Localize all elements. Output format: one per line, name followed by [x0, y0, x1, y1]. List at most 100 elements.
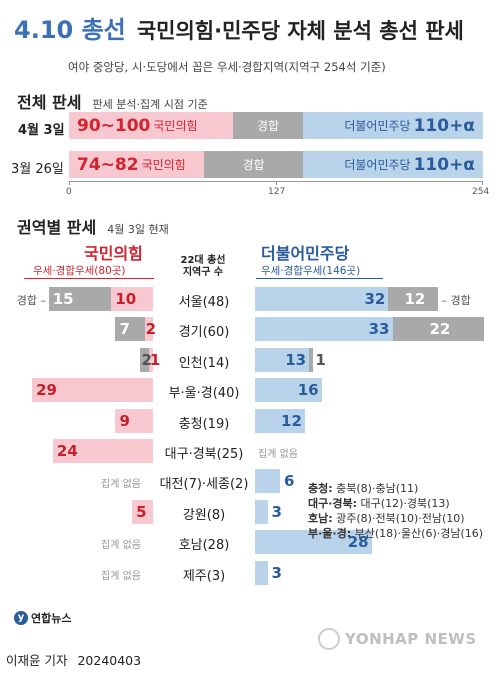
- dem-value: 32: [364, 290, 386, 308]
- dem-bar: [255, 499, 268, 524]
- overall-ppp-bar: 90~100 국민의힘: [69, 112, 233, 139]
- dem-value: 28: [347, 533, 369, 552]
- dem-bar: [255, 287, 389, 311]
- ppp-bar: [111, 287, 153, 311]
- logo-text: 연합뉴스: [31, 612, 72, 625]
- ppp-value: 24: [56, 442, 78, 460]
- right-party-name: 더불어민주당: [261, 244, 350, 263]
- dem-tossup-value: 1: [315, 350, 326, 369]
- axis-tick-label: 0: [66, 187, 72, 197]
- dem-tossup-bar: [392, 317, 485, 342]
- overall-ppp-bar: 74~82 국민의힘: [69, 151, 204, 178]
- left-party-underline: [24, 278, 154, 279]
- axis-tick-label: 127: [268, 187, 286, 197]
- center-header: 22대 총선 지역구 수: [168, 255, 238, 279]
- right-party-sub: 우세·경합우세(146곳): [261, 265, 361, 277]
- regional-subtitle: 4월 3일 현재: [107, 223, 169, 236]
- reporter: 이재윤 기자: [6, 653, 68, 668]
- logo-icon: y: [14, 611, 28, 625]
- region-label: 부·울·경(40): [168, 386, 240, 402]
- axis-tick-label: 254: [472, 187, 490, 197]
- subtitle: 여야 중앙당, 시·도당에서 꼽은 우세·경합지역(지역구 254석 기준): [68, 60, 386, 74]
- ppp-bar: [132, 499, 153, 524]
- ppp-tossup-bar: [140, 347, 149, 372]
- right-party-underline: [256, 278, 383, 279]
- note-item: 대구·경북: 대구(12)·경북(13): [308, 497, 450, 510]
- regional-title: 권역별 판세: [17, 218, 97, 237]
- overall-subtitle: 판세 분석·집계 시점 기준: [92, 98, 208, 111]
- ppp-value: 10: [115, 290, 137, 308]
- watermark: YONHAP NEWS: [318, 628, 477, 650]
- dem-tossup-bar: [388, 287, 439, 311]
- region-label: 강원(8): [182, 507, 226, 523]
- ppp-value: 5: [136, 502, 147, 521]
- left-party-sub: 우세·경합우세(80곳): [33, 265, 126, 277]
- yonhap-logo: y 연합뉴스: [14, 610, 71, 626]
- overall-header: 전체 판세 판세 분석·집계 시점 기준: [17, 89, 208, 113]
- region-notes: 충청: 충북(8)·충남(11) 대구·경북: 대구(12)·경북(13) 호남…: [308, 481, 483, 541]
- overall-tossup-bar: 경합: [204, 151, 303, 178]
- publish-date: 20240403: [77, 653, 142, 668]
- ppp-tossup-bar: [115, 317, 145, 342]
- dem-value: 33: [368, 320, 390, 339]
- ppp-bar: [115, 408, 153, 433]
- dem-label: 더불어민주당: [344, 158, 411, 172]
- note-item: 충청: 충북(8)·충남(11): [308, 482, 419, 495]
- nodata-label: 집계 없음: [101, 570, 141, 582]
- ppp-bar: [32, 378, 153, 403]
- dem-bar: [255, 347, 310, 372]
- region-label: 대전(7)·세종(2): [159, 477, 249, 493]
- ppp-value: 2: [145, 320, 157, 339]
- ppp-tossup-bar: [48, 287, 112, 311]
- ppp-value: 9: [119, 411, 130, 430]
- dem-tossup-bar: [309, 347, 314, 372]
- dem-value: 12: [281, 411, 302, 430]
- dem-bar: [255, 469, 281, 494]
- note-item: 부·울·경: 부산(18)·울산(6)·경남(16): [308, 527, 484, 540]
- ppp-tossup-value: 2: [141, 350, 152, 369]
- tossup-tag: 경합 –: [16, 294, 46, 307]
- dem-value: 6: [284, 472, 295, 491]
- watermark-text: YONHAP NEWS: [345, 630, 477, 648]
- nodata-label: 집계 없음: [101, 479, 141, 491]
- watermark-icon: [318, 628, 340, 650]
- nodata-label: 집계 없음: [101, 540, 141, 552]
- ppp-bar: [52, 439, 153, 463]
- overall-dem-bar: 더불어민주당 110+α: [303, 151, 483, 178]
- left-party-name: 국민의힘: [84, 244, 143, 263]
- ppp-bar: [148, 347, 153, 372]
- dem-value: 3: [271, 502, 282, 521]
- overall-title: 전체 판세: [17, 93, 82, 112]
- dem-value: 110+α: [413, 154, 475, 175]
- axis-tick-mark: [69, 181, 70, 185]
- dem-bar: [255, 560, 268, 585]
- region-label: 서울(48): [178, 295, 230, 310]
- ppp-value: 29: [36, 381, 57, 400]
- region-label: 경기(60): [178, 325, 230, 341]
- title-main: 국민의힘·민주당 자체 분석 총선 판세: [136, 19, 464, 43]
- dem-label: 더불어민주당: [344, 119, 411, 133]
- byline: 이재윤 기자 20240403: [6, 650, 141, 669]
- tossup-tag: – 경합: [441, 294, 471, 307]
- ppp-label: 국민의힘: [153, 119, 198, 133]
- ppp-value: 1: [149, 350, 161, 369]
- axis-tick-mark: [482, 181, 483, 185]
- region-label: 제주(3): [182, 568, 226, 584]
- center-head-line2: 지역구 수: [182, 267, 224, 278]
- nodata-label: 집계 없음: [258, 449, 298, 460]
- dem-bar: [255, 408, 306, 433]
- dem-value: 16: [297, 381, 319, 400]
- dem-bar: [255, 378, 322, 403]
- page-title: 4.10 총선 국민의힘·민주당 자체 분석 총선 판세: [14, 10, 464, 45]
- ppp-range: 90~100: [77, 115, 151, 136]
- region-label: 충청(19): [178, 416, 230, 432]
- overall-dem-bar: 더불어민주당 110+α: [303, 112, 483, 139]
- dem-bar: [255, 530, 372, 555]
- axis-tick-mark: [276, 181, 277, 185]
- note-item: 호남: 광주(8)·전북(10)·전남(10): [308, 512, 465, 525]
- ppp-bar: [144, 317, 153, 342]
- region-label: 인천(14): [178, 355, 230, 371]
- region-label: 대구·경북(25): [164, 447, 244, 462]
- dem-tossup-value: 12: [404, 290, 426, 308]
- regional-header: 권역별 판세 4월 3일 현재: [17, 214, 169, 238]
